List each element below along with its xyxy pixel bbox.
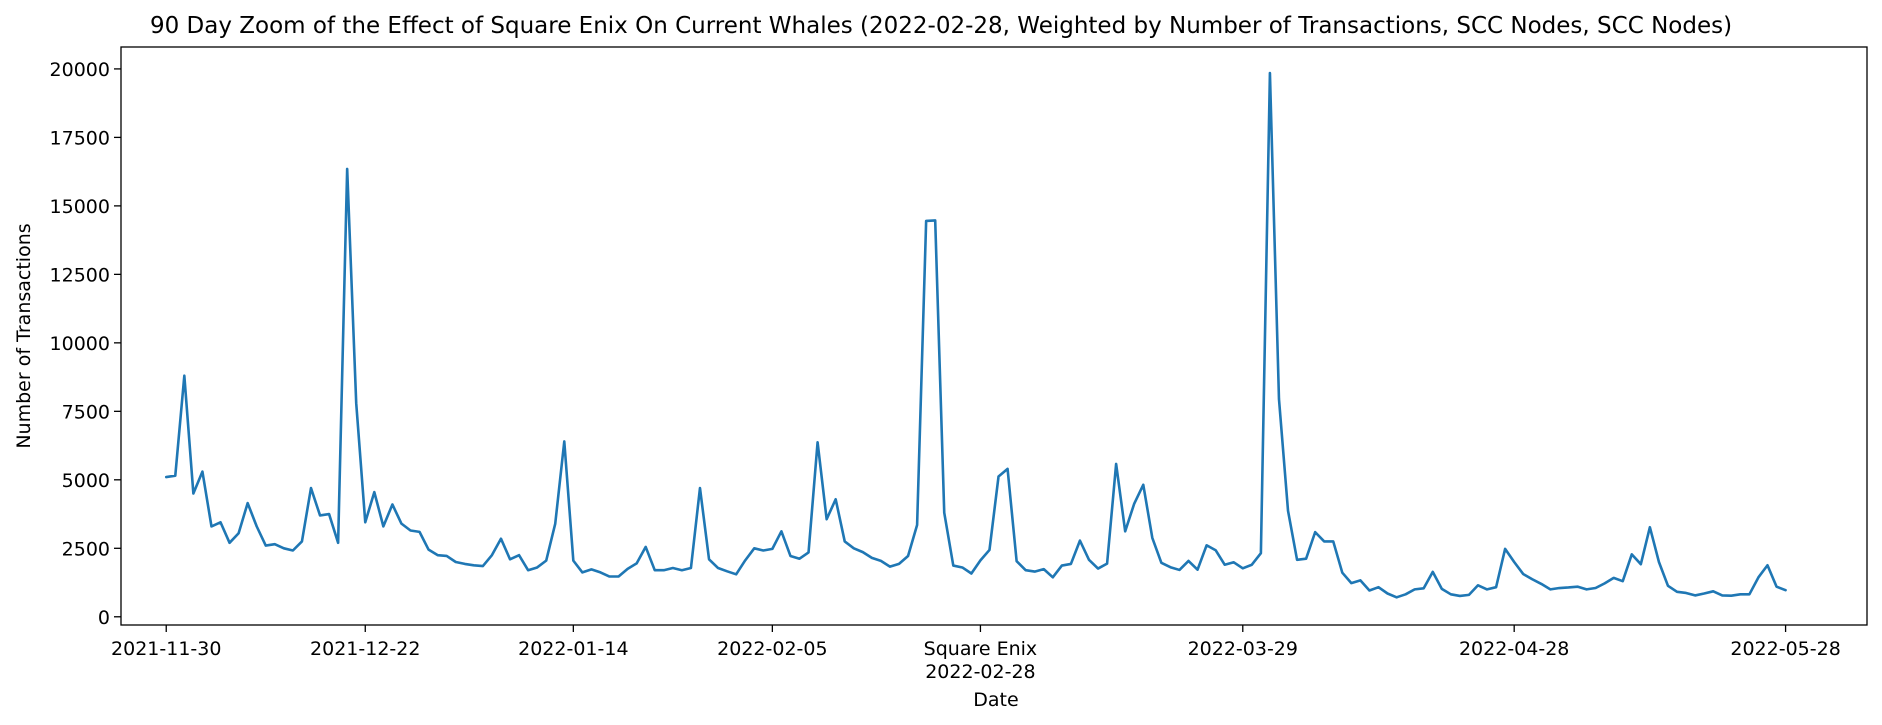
y-tick-label: 20000 — [50, 59, 110, 81]
y-tick-label: 12500 — [50, 264, 110, 286]
x-tick-label: 2022-02-05 — [717, 638, 827, 660]
y-tick-label: 7500 — [62, 401, 110, 423]
y-tick-label: 5000 — [62, 470, 110, 492]
y-axis: 0 2500 5000 7500 10000 12500 15000 17500 20000 — [50, 59, 121, 629]
y-tick-label: 10000 — [50, 333, 110, 355]
y-axis-label: Number of Transactions — [13, 223, 35, 448]
x-axis: 2021-11-30 2021-12-22 2022-01-14 2022-02-05… — [111, 625, 1841, 683]
plot-frame — [120, 46, 1868, 626]
y-tick-label: 2500 — [62, 538, 110, 560]
x-tick-label: 2022-03-29 — [1188, 638, 1298, 660]
y-tick-label: 17500 — [50, 127, 110, 149]
y-tick-label: 0 — [98, 607, 110, 629]
y-tick-label: 15000 — [50, 196, 110, 218]
x-axis-label: Date — [973, 689, 1018, 711]
x-tick-label: 2022-01-14 — [518, 638, 628, 660]
x-tick-label: 2021-12-22 — [310, 638, 420, 660]
x-tick-label: 2021-11-30 — [111, 638, 221, 660]
x-tick-label: 2022-05-28 — [1730, 638, 1840, 660]
x-tick-label: 2022-02-28 — [925, 661, 1035, 683]
chart-title: 90 Day Zoom of the Effect of Square Enix… — [150, 13, 1732, 39]
event-label: Square Enix — [924, 638, 1038, 660]
x-tick-label: 2022-04-28 — [1459, 638, 1569, 660]
series-line — [164, 71, 1787, 599]
